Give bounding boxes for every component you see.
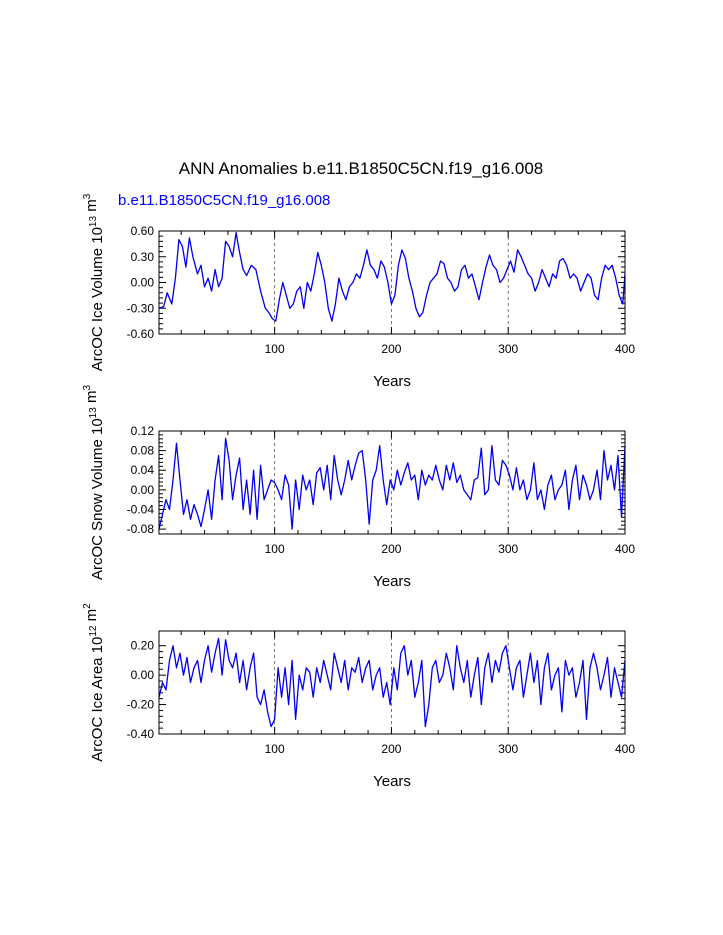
x-tick-label: 400 (615, 542, 635, 556)
y-axis-label-superscript: 2 (82, 603, 93, 609)
y-axis-label-text: m (83, 391, 100, 408)
y-axis-label-text: m (83, 609, 100, 626)
y-tick-label: 0.60 (131, 224, 155, 238)
panel-subtitle: b.e11.B1850C5CN.f19_g16.008 (118, 192, 330, 209)
x-tick-label: 100 (265, 742, 285, 756)
y-tick-label: -0.20 (127, 698, 155, 712)
chart-panel-3: -0.40 -0.20 0.00 0.20 100 200 300 400 Years ArcOC… (82, 603, 635, 790)
y-axis-label-superscript: 13 (88, 407, 99, 419)
x-axis-label: Years (373, 373, 411, 390)
y-axis-label-text: ArcOC Ice Area 10 (89, 637, 106, 762)
x-axis-label: Years (373, 773, 411, 790)
x-tick-label: 300 (498, 542, 518, 556)
x-tick-label: 200 (381, 342, 401, 356)
chart-panel-1: -0.60 -0.30 0.00 0.30 0.60 100 200 300 400 Years A… (82, 193, 635, 390)
series-line-2 (158, 437, 626, 530)
x-tick-label: 200 (381, 542, 401, 556)
y-axis-label: ArcOC Snow Volume 1013 m3 (82, 385, 106, 581)
y-axis-label-superscript: 13 (88, 216, 99, 228)
y-tick-label: -0.04 (127, 502, 155, 516)
series-line-3 (158, 637, 626, 728)
x-tick-label: 300 (498, 742, 518, 756)
y-axis-label-superscript: 12 (88, 625, 99, 637)
x-tick-label: 100 (265, 542, 285, 556)
y-axis-label-text: ArcOC Ice Volume 10 (89, 227, 106, 371)
y-axis-label-text: ArcOC Snow Volume 10 (89, 418, 106, 580)
plot-frame (158, 430, 626, 535)
y-tick-label: 0.00 (131, 483, 155, 497)
x-tick-label: 400 (615, 342, 635, 356)
y-tick-label: 0.00 (131, 276, 155, 290)
series-line-1 (158, 232, 626, 322)
x-tick-label: 100 (265, 342, 285, 356)
y-tick-label: 0.30 (131, 250, 155, 264)
y-tick-label: -0.08 (127, 522, 155, 536)
y-tick-label: 0.00 (131, 668, 155, 682)
y-tick-label: -0.60 (127, 327, 155, 341)
y-axis-label: ArcOC Ice Volume 1013 m3 (82, 193, 106, 371)
y-tick-label: 0.08 (131, 444, 155, 458)
y-tick-label: 0.12 (131, 424, 155, 438)
x-axis-label: Years (373, 573, 411, 590)
y-tick-label: -0.40 (127, 727, 155, 741)
x-tick-label: 400 (615, 742, 635, 756)
x-tick-label: 300 (498, 342, 518, 356)
y-tick-label: 0.04 (131, 463, 155, 477)
plot-frame (158, 630, 626, 735)
y-axis-label-superscript: 3 (82, 385, 93, 391)
plot-frame (158, 230, 626, 335)
y-axis-label-superscript: 3 (82, 193, 93, 199)
y-tick-label: 0.20 (131, 639, 155, 653)
y-axis-label-text: m (83, 199, 100, 216)
panels-group: -0.60 -0.30 0.00 0.30 0.60 100 200 300 400 Years A… (82, 193, 635, 790)
x-tick-label: 200 (381, 742, 401, 756)
y-axis-label: ArcOC Ice Area 1012 m2 (82, 603, 106, 762)
y-tick-label: -0.30 (127, 301, 155, 315)
chart-panel-2: -0.08 -0.04 0.00 0.04 0.08 0.12 100 200 300 400 Ye… (82, 385, 635, 590)
figure-title: ANN Anomalies b.e11.B1850C5CN.f19_g16.00… (179, 159, 543, 178)
